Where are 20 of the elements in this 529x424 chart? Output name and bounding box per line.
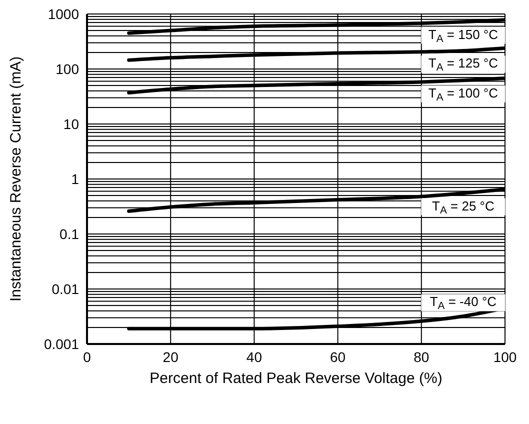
y-tick-label: 1000: [48, 6, 80, 22]
y-tick-label: 0.1: [60, 226, 80, 242]
x-tick-label: 100: [493, 348, 517, 365]
x-tick-label: 20: [162, 348, 179, 365]
series-label: T$_{A}$ = 150 °C: [428, 26, 498, 45]
x-axis-title: Percent of Rated Peak Reverse Voltage (%): [150, 370, 442, 387]
x-tick-label: 0: [83, 348, 92, 365]
y-axis-title: Instantaneous Reverse Current (mA): [7, 56, 24, 302]
series-label: T$_{A}$ = 25 °C: [432, 198, 494, 216]
series-label: T$_{A}$ = 100 °C: [428, 85, 498, 104]
y-tick-label: 100: [56, 60, 80, 77]
y-tick-label: 0.01: [52, 280, 80, 297]
x-tick-label: 40: [246, 348, 262, 365]
series-label: T$_{A}$ = -40 °C: [430, 294, 497, 312]
x-tick-label: 80: [414, 348, 430, 365]
series-label: T$_{A}$ = 125 °C: [428, 56, 498, 74]
y-tick-label: 1: [71, 170, 80, 187]
y-tick-label: 0.001: [44, 336, 80, 352]
y-tick-label: 10: [63, 116, 80, 132]
x-tick-label: 60: [330, 348, 346, 365]
